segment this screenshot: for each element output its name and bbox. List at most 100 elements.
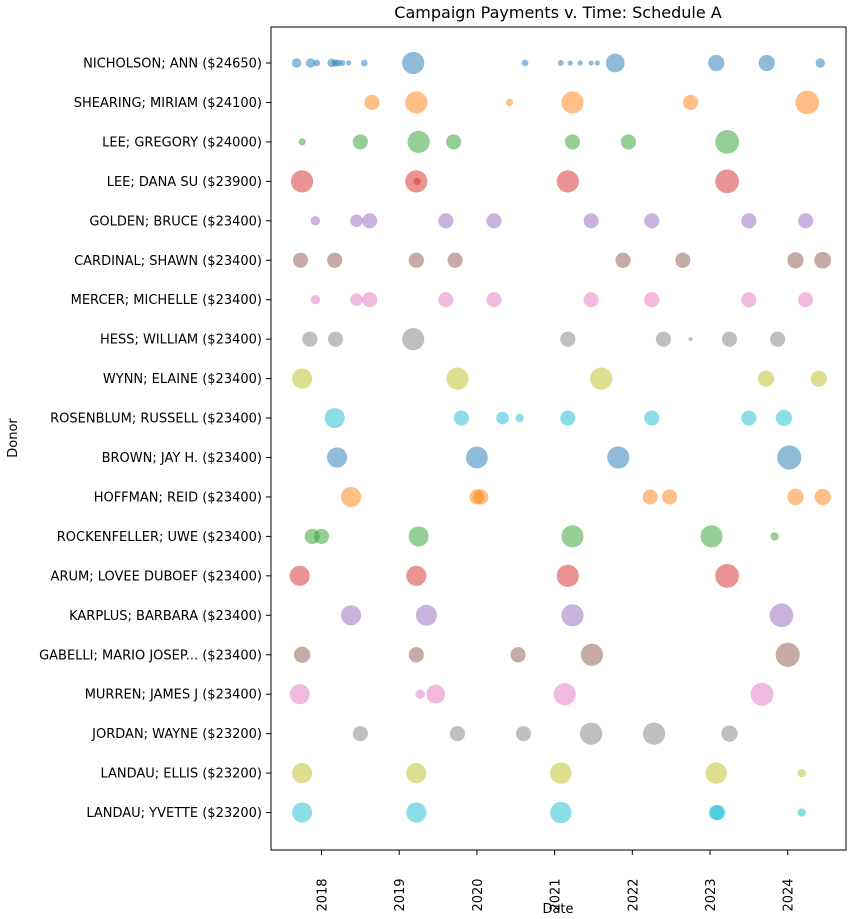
data-point [521, 59, 529, 67]
data-point [339, 60, 346, 66]
y-tick-label: WYNN; ELAINE ($23400) [103, 372, 262, 387]
data-point [408, 647, 424, 663]
data-point [567, 60, 573, 66]
data-point [426, 684, 446, 704]
data-point [810, 370, 827, 387]
data-point [350, 214, 363, 228]
data-point [769, 603, 794, 628]
y-tick-label: ARUM; LOVEE DUBOEF ($23400) [51, 569, 262, 584]
data-point [758, 54, 775, 72]
data-point [700, 525, 723, 548]
data-point [515, 726, 532, 742]
y-tick-label: LANDAU; YVETTE ($23200) [86, 806, 262, 821]
data-point [310, 216, 320, 226]
data-point [302, 331, 318, 347]
data-point [750, 682, 774, 706]
data-point [560, 331, 576, 347]
data-point [505, 98, 514, 107]
chart-title: Campaign Payments v. Time: Schedule A [394, 3, 721, 22]
y-tick-label: JORDAN; WAYNE ($23200) [91, 727, 262, 742]
data-point [655, 331, 671, 347]
data-point [580, 643, 604, 666]
data-point [289, 565, 310, 586]
data-point [438, 213, 454, 229]
data-point [360, 59, 368, 67]
data-point [510, 647, 526, 663]
y-tick-label: ROCKENFELLER; UWE ($23400) [57, 530, 262, 545]
data-point [675, 252, 691, 268]
data-point [550, 801, 572, 824]
data-point [449, 726, 466, 742]
data-point [741, 213, 757, 229]
data-point [770, 532, 779, 541]
data-point [556, 170, 579, 193]
data-point [293, 646, 311, 663]
data-point [683, 94, 699, 111]
data-point [560, 410, 576, 426]
y-tick-label: LEE; DANA SU ($23900) [107, 175, 262, 190]
data-points [289, 51, 832, 824]
data-point [415, 689, 425, 699]
data-point [466, 446, 488, 469]
data-point [324, 407, 345, 429]
data-point [798, 292, 814, 308]
y-tick-label: BROWN; JAY H. ($23400) [102, 451, 262, 466]
data-point [292, 252, 309, 268]
y-tick-label: LEE; GREGORY ($24000) [102, 135, 262, 150]
data-point [721, 331, 738, 347]
data-point [580, 722, 603, 745]
data-point [486, 292, 502, 308]
data-point [620, 134, 637, 150]
data-point [705, 762, 727, 784]
data-point [327, 331, 344, 347]
data-point [305, 58, 316, 68]
data-point [447, 252, 463, 268]
data-point [446, 134, 462, 150]
data-point [292, 802, 313, 823]
data-point [715, 563, 739, 588]
data-point [644, 213, 660, 229]
x-tick-label: 2021 [549, 878, 564, 911]
data-point [362, 213, 378, 229]
data-point [583, 292, 599, 308]
x-tick-label: 2019 [393, 878, 408, 911]
y-tick-label: CARDINAL; SHAWN ($23400) [74, 254, 262, 269]
data-point [340, 486, 362, 508]
data-point [795, 90, 820, 115]
y-tick-label: SHEARING; MIRIAM ($24100) [74, 96, 262, 111]
data-point [605, 53, 625, 73]
data-point [405, 91, 428, 114]
data-point [402, 51, 425, 75]
data-point [583, 213, 599, 229]
data-point [364, 94, 380, 111]
y-axis-label: Donor [6, 418, 21, 458]
y-tick-label: MURREN; JAMES J ($23400) [85, 688, 262, 703]
data-point [644, 410, 660, 426]
data-point [326, 447, 348, 468]
data-point [453, 410, 469, 426]
data-point [557, 60, 564, 66]
data-point [550, 762, 572, 784]
data-point [289, 684, 310, 705]
data-point [741, 292, 757, 308]
data-point [310, 295, 320, 305]
data-point [644, 292, 660, 308]
data-point [406, 763, 427, 784]
data-point [721, 725, 738, 742]
data-point [352, 726, 368, 742]
data-point [408, 526, 429, 547]
data-point [814, 251, 832, 269]
data-point [362, 292, 378, 308]
y-tick-label: HESS; WILLIAM ($23400) [100, 333, 262, 348]
data-point [350, 293, 363, 307]
data-point [291, 58, 302, 68]
y-tick-label: HOFFMAN; REID ($23400) [94, 490, 262, 505]
data-point [415, 604, 437, 626]
data-point [607, 446, 630, 469]
data-point [798, 213, 814, 229]
data-point [408, 252, 424, 268]
data-point [290, 170, 314, 193]
data-point [814, 488, 831, 506]
data-point [642, 722, 666, 745]
